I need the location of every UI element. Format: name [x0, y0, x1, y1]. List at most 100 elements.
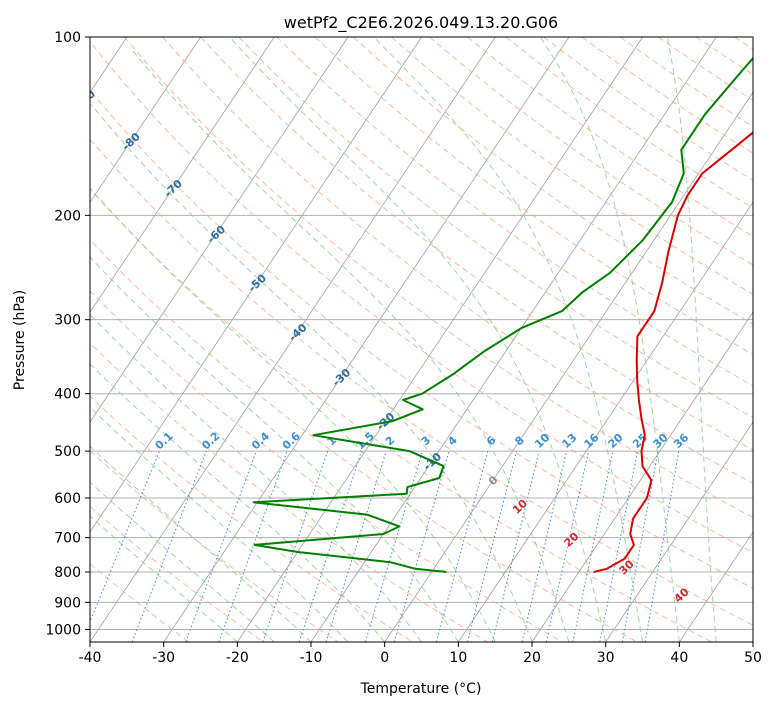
- dry-adiabat-line: [314, 37, 753, 356]
- mixing-ratio-label-text: 0.4: [249, 429, 272, 452]
- moist-adiabat-label: 10: [510, 497, 530, 517]
- dry-adiabat-line: [276, 37, 753, 387]
- mixing-ratio-label-text: 0.6: [280, 429, 303, 452]
- dry-adiabat-line: [90, 450, 339, 642]
- mixing-ratio-label-text: 13: [559, 431, 579, 451]
- x-tick-label: -10: [300, 650, 323, 666]
- isotherm-label-text: -100: [26, 43, 55, 72]
- dry-adiabat-line: [124, 37, 753, 519]
- mixing-ratio-line: [364, 450, 423, 642]
- mixing-ratio-line: [491, 450, 540, 642]
- mixing-ratio-label: 20: [606, 431, 626, 451]
- isotherm-label-text: -40: [286, 321, 310, 344]
- isotherm-label: -80: [119, 130, 143, 153]
- y-tick-label: 600: [54, 491, 81, 507]
- x-axis-label: Temperature (°C): [360, 681, 482, 697]
- mixing-ratio-label-text: 6: [484, 433, 499, 448]
- mixing-ratio-label-text: 8: [512, 434, 526, 449]
- dry-adiabat-line: [90, 563, 190, 642]
- isotherm-label: -30: [330, 366, 354, 389]
- x-axis: -40 -30 -20 -10 0 10 20 30 40 50: [79, 642, 762, 666]
- isotherm-label: -50: [246, 271, 270, 294]
- dry-adiabat-line: [696, 37, 753, 76]
- moist-adiabat-label-text: 10: [510, 497, 530, 517]
- isotherm-label: -90: [90, 87, 98, 110]
- moist-adiabat-line: [373, 37, 643, 642]
- plot-frame: [89, 36, 754, 643]
- mixing-ratio-line: [298, 450, 362, 642]
- mixing-ratio-label: 6: [484, 433, 499, 448]
- mixing-ratio-label: 16: [582, 431, 602, 451]
- mixing-ratio-label: 13: [559, 431, 579, 451]
- y-axis-label: Pressure (hPa): [12, 290, 28, 390]
- isotherm-label-text: -60: [205, 223, 229, 246]
- background-lines: [90, 37, 753, 642]
- mixing-ratio-line: [325, 450, 387, 642]
- isotherm-label: -100: [26, 43, 55, 72]
- isotherm-label-text: -30: [330, 366, 354, 389]
- y-tick-label: 800: [54, 565, 81, 581]
- y-tick-label: 700: [54, 531, 81, 547]
- x-tick-label: 20: [523, 650, 541, 666]
- mixing-ratio-line: [644, 451, 680, 642]
- isotherm-line: [605, 421, 753, 642]
- mixing-ratio-label-text: 1: [325, 434, 339, 449]
- y-tick-label: 1000: [45, 622, 81, 638]
- isotherm-label-text: -80: [119, 130, 143, 153]
- y-tick-label: 300: [54, 313, 81, 329]
- dry-adiabat-line: [90, 238, 638, 642]
- x-tick-label: 0: [380, 650, 389, 666]
- x-tick-label: 30: [597, 650, 615, 666]
- moist-adiabat-line: [90, 406, 349, 642]
- mixing-ratio-line: [185, 450, 257, 642]
- mixing-ratio-line: [599, 451, 639, 642]
- isotherm-label-text: -70: [162, 177, 186, 200]
- isotherm-line: [679, 531, 753, 642]
- mixing-ratio-label-text: 20: [606, 431, 626, 451]
- moist-adiabat-line: [131, 49, 570, 642]
- dry-adiabat-line: [90, 138, 753, 626]
- mixing-ratio-label: 0.4: [249, 429, 272, 452]
- mixing-ratio-line: [572, 450, 614, 642]
- x-tick-label: -40: [79, 650, 102, 666]
- dry-adiabat-line: [657, 37, 753, 101]
- mixing-ratio-label: 1.5: [354, 430, 377, 453]
- isotherm-line: [458, 201, 753, 642]
- dry-adiabat-line: [238, 37, 753, 419]
- mixing-ratio-line: [521, 450, 567, 642]
- mixing-ratio-label: 10: [532, 431, 552, 451]
- dry-adiabat-line: [429, 37, 753, 266]
- mixing-ratio-label-text: 30: [651, 431, 671, 451]
- mixing-ratio-label-text: 10: [532, 431, 552, 451]
- dry-adiabat-line: [90, 89, 753, 589]
- isotherm-label: -60: [205, 223, 229, 246]
- x-tick-label: -20: [226, 650, 249, 666]
- mixing-ratio-label: 8: [512, 434, 526, 449]
- moist-adiabat-label: 30: [617, 557, 637, 577]
- x-tick-label: -30: [152, 650, 175, 666]
- y-tick-label: 200: [54, 208, 81, 224]
- isotherm-line: [384, 91, 753, 642]
- mixing-ratio-label-text: 3: [419, 434, 433, 449]
- y-tick-label: 500: [54, 444, 81, 460]
- dry-adiabat-line: [200, 37, 753, 451]
- mixing-ratio-line: [435, 450, 489, 642]
- mixing-ratio-label: 3: [419, 434, 433, 449]
- temperature-line: [593, 131, 753, 573]
- moist-adiabat-line: [90, 363, 386, 642]
- chart-title: wetPf2_C2E6.2026.049.13.20.G06: [284, 13, 558, 33]
- y-tick-label: 100: [54, 30, 81, 46]
- moist-adiabat-line: [90, 256, 459, 642]
- x-tick-label: 40: [670, 650, 688, 666]
- mixing-ratio-label-text: 16: [582, 431, 602, 451]
- mixing-ratio-label-text: 25: [630, 431, 650, 451]
- line-labels: -100-90-80-70-60-50-40-30-20-1000.1 0.2 0.…: [26, 43, 692, 605]
- mixing-ratio-label: 25: [630, 431, 650, 451]
- dry-adiabat-line: [90, 505, 264, 642]
- isotherm-line: [163, 37, 570, 642]
- mixing-ratio-line: [218, 450, 288, 642]
- moist-adiabat-line: [666, 37, 717, 642]
- moist-adiabat-line: [229, 37, 607, 642]
- mixing-ratio-label-text: 1.5: [354, 430, 377, 453]
